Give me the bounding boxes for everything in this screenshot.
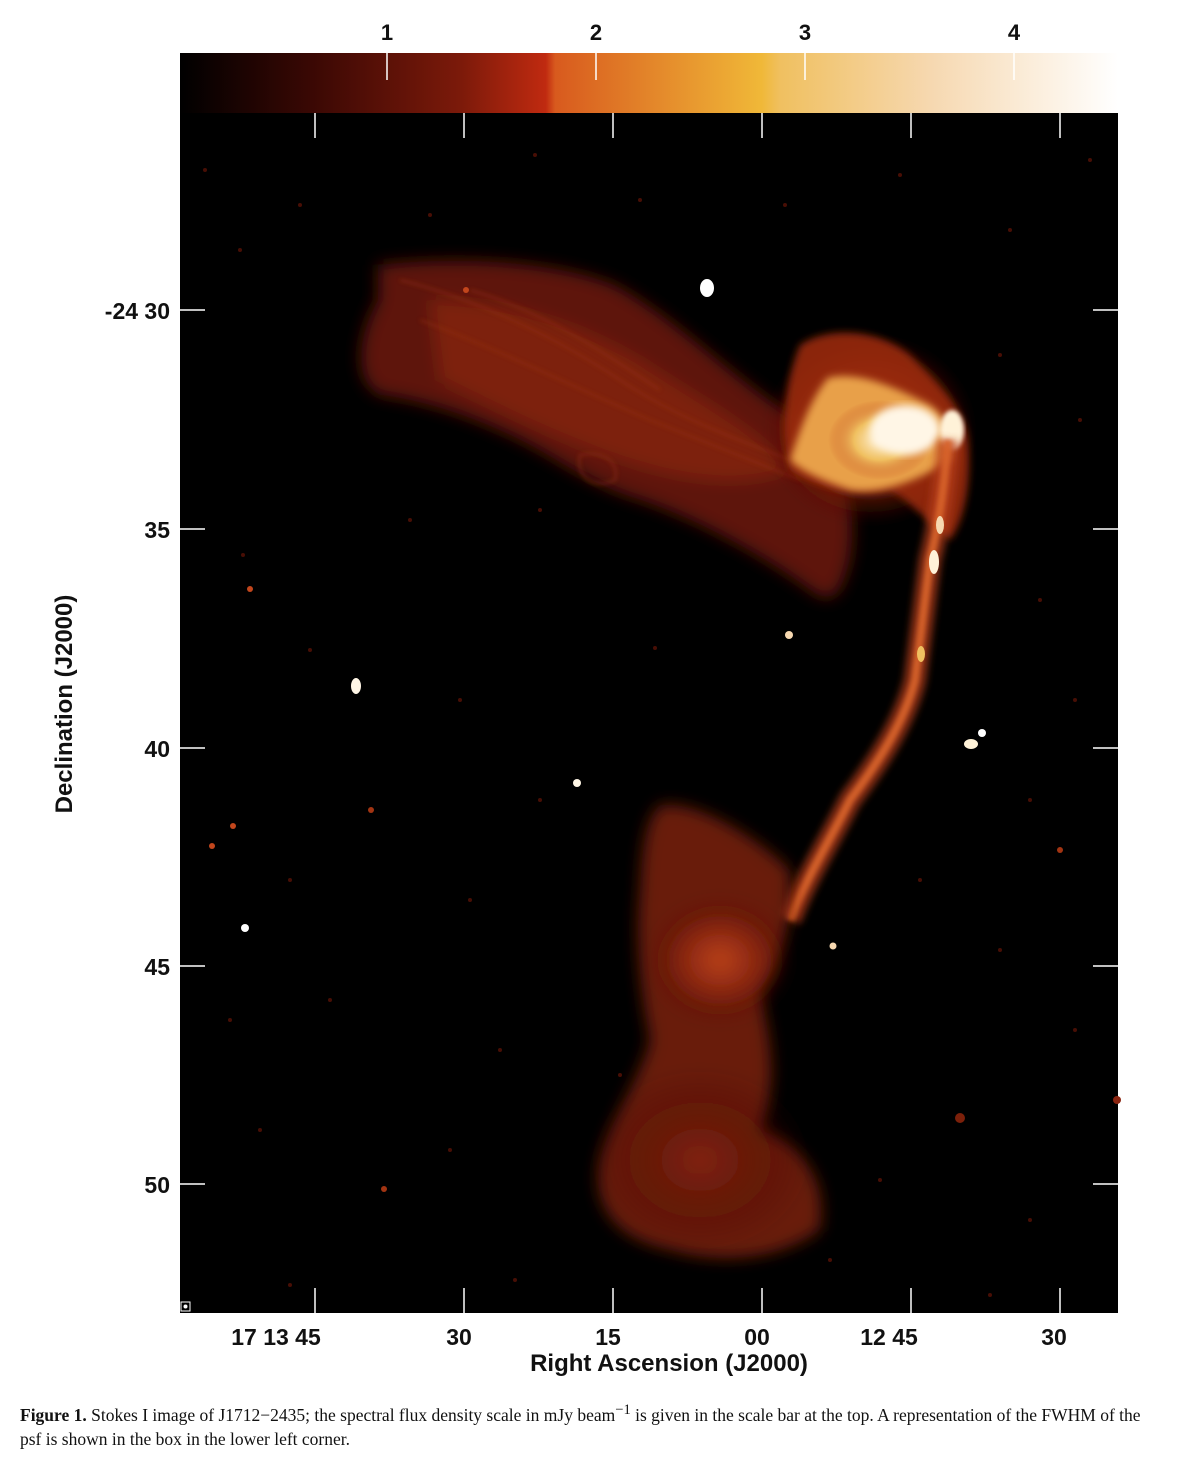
caption-superscript: −1 <box>615 1402 631 1418</box>
x-tick-label: 00 <box>744 1324 770 1350</box>
point-source <box>700 279 714 297</box>
point-source <box>351 678 361 694</box>
jet <box>779 439 959 924</box>
colorbar-tick-label: 2 <box>590 20 602 45</box>
head-region <box>765 332 975 540</box>
x-tick-label: 12 45 <box>860 1324 918 1350</box>
point-source <box>247 586 253 592</box>
point-source <box>978 729 986 737</box>
colorbar-tick-label: 4 <box>1008 20 1021 45</box>
colorbar: 1 2 3 4 <box>180 20 1118 113</box>
colorbar-tick-label: 3 <box>799 20 811 45</box>
point-source <box>829 942 837 950</box>
x-axis: 17 13 45 30 15 00 12 45 30 Right Ascensi… <box>231 1324 1067 1377</box>
point-source <box>573 779 581 787</box>
caption-text: Stokes I image of J1712−2435; the spectr… <box>91 1404 616 1425</box>
caption-text-continued: is given in the scale bar at the top. A … <box>20 1404 1141 1449</box>
figure-1: 1 2 3 4 <box>51 20 1121 1377</box>
point-source <box>463 287 469 293</box>
x-axis-label: Right Ascension (J2000) <box>530 1350 808 1377</box>
point-source <box>955 1113 965 1123</box>
x-tick-label: 30 <box>446 1324 472 1350</box>
noise-speckle <box>203 153 1092 1297</box>
point-source <box>1057 847 1063 853</box>
colorbar-ticks <box>386 53 1015 80</box>
point-sources <box>209 279 1121 1192</box>
y-tick-label: -24 30 <box>105 298 170 324</box>
colorbar-gradient <box>180 53 1118 113</box>
x-tick-label: 17 13 45 <box>231 1324 321 1350</box>
point-source <box>241 924 249 932</box>
radio-image <box>180 113 1121 1313</box>
psf-beam-box <box>180 1301 191 1312</box>
x-tick-label: 30 <box>1041 1324 1067 1350</box>
y-tick-label: 40 <box>144 736 170 762</box>
colorbar-tick-label: 1 <box>381 20 393 45</box>
y-tick-label: 45 <box>144 954 170 980</box>
point-source <box>368 807 374 813</box>
y-axis: -24 30 35 40 45 50 Declination (J2000) <box>51 298 170 1198</box>
lobe-filaments <box>399 279 801 485</box>
point-source <box>209 843 215 849</box>
y-axis-label: Declination (J2000) <box>51 595 78 814</box>
axis-ticks <box>180 113 1118 1313</box>
point-source <box>381 1186 387 1192</box>
point-source <box>785 631 793 639</box>
x-tick-label: 15 <box>595 1324 621 1350</box>
y-tick-label: 35 <box>144 517 170 543</box>
point-source <box>964 739 978 749</box>
y-tick-label: 50 <box>144 1172 170 1198</box>
lower-lobe <box>590 804 822 1259</box>
point-source <box>1113 1096 1121 1104</box>
figure-caption: Figure 1. Stokes I image of J1712−2435; … <box>20 1398 1160 1451</box>
caption-label: Figure 1. <box>20 1404 87 1425</box>
point-source <box>230 823 236 829</box>
